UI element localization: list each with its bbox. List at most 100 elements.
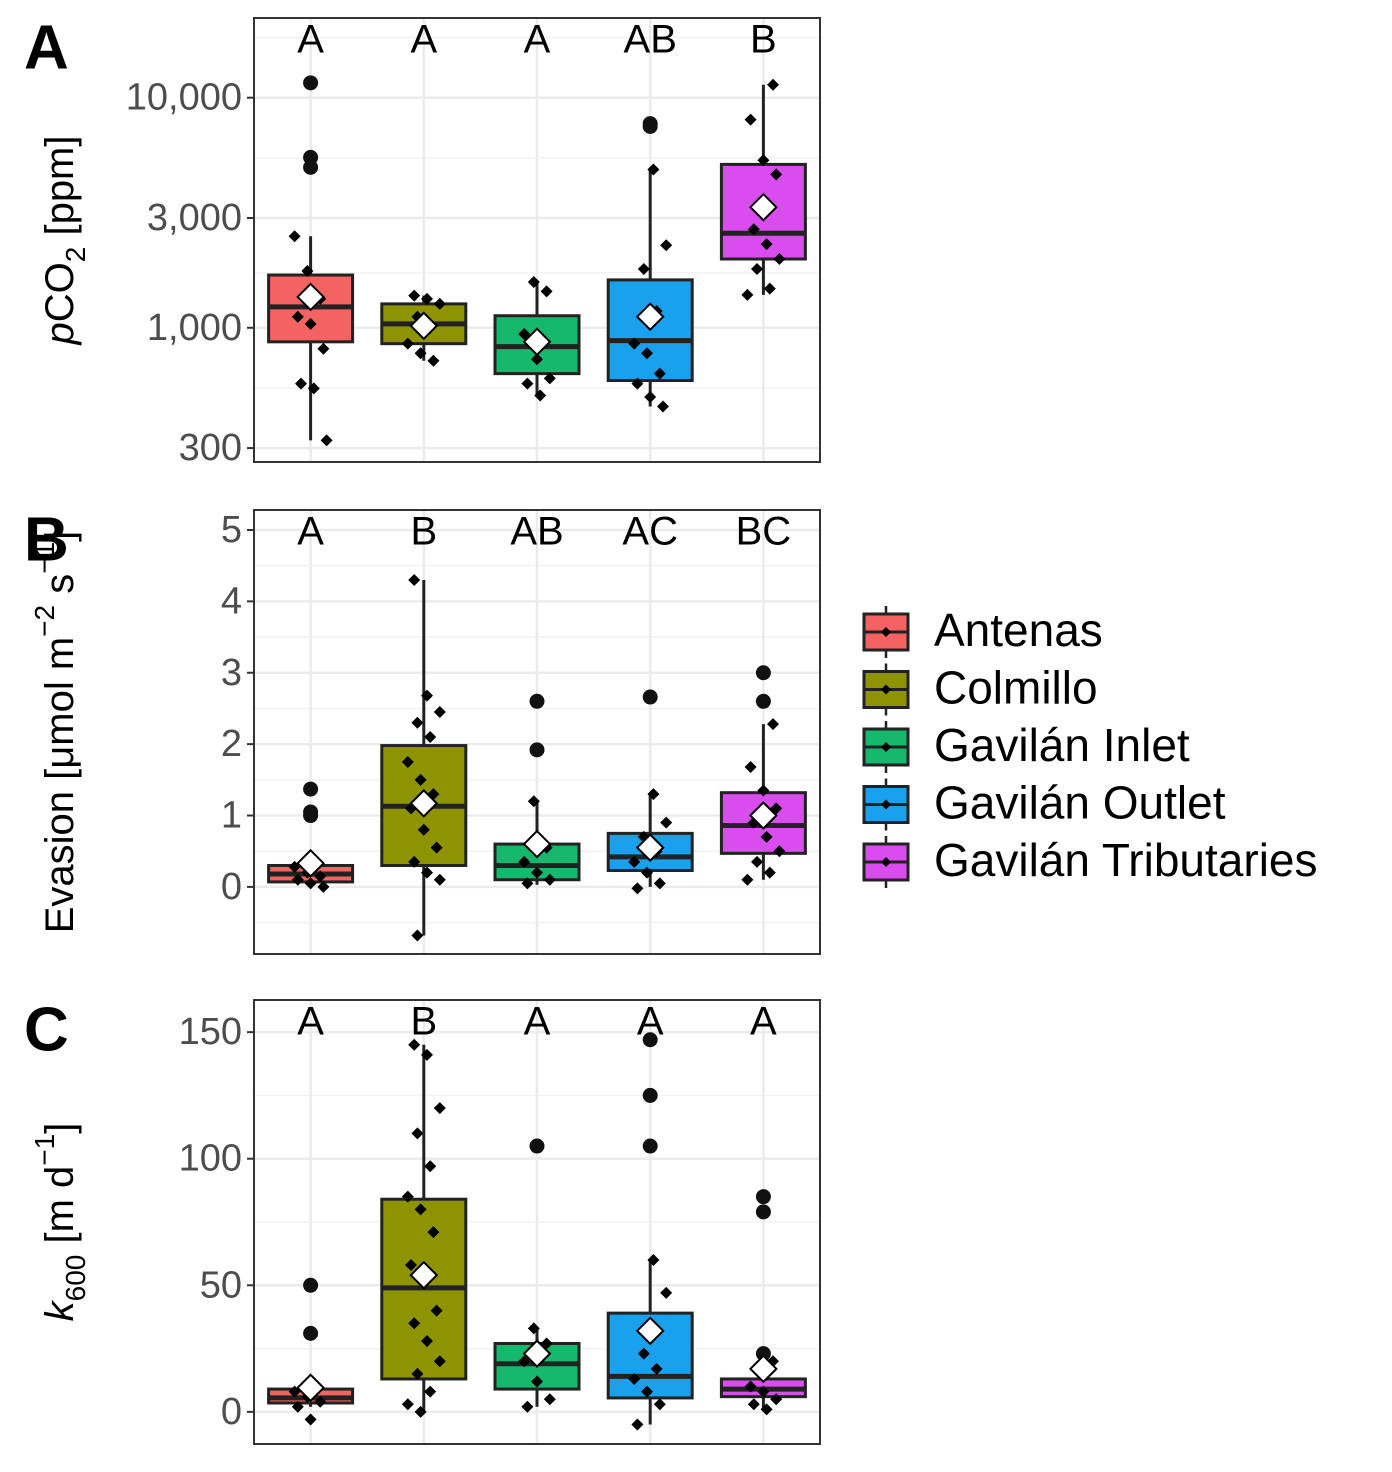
panel-label: A: [24, 13, 69, 82]
data-point: [427, 354, 440, 367]
data-point: [411, 1127, 424, 1140]
mean-marker: [522, 1339, 552, 1369]
data-point: [531, 866, 543, 879]
data-point: [527, 275, 540, 288]
data-point: [304, 317, 317, 330]
y-tick-label: 150: [179, 1011, 242, 1053]
mean-marker: [296, 282, 326, 312]
data-point: [773, 253, 786, 266]
legend-key-point: [881, 799, 891, 810]
group-letter: A: [410, 18, 437, 62]
y-axis-label-part: [ppm]: [38, 136, 82, 247]
data-point: [421, 866, 433, 879]
data-point: [641, 347, 653, 360]
y-tick-label: 4: [221, 580, 242, 622]
mean-marker: [296, 1373, 326, 1403]
legend-key-point: [881, 684, 891, 695]
data-point: [631, 1418, 644, 1431]
y-tick-label: 3,000: [147, 197, 242, 239]
data-point: [657, 400, 669, 413]
y-tick-label: 50: [200, 1264, 242, 1306]
data-point: [653, 367, 666, 380]
data-point: [637, 263, 650, 276]
data-point: [631, 377, 644, 390]
legend-item: Antenas: [862, 604, 1103, 658]
data-point: [631, 882, 644, 895]
group-letter: A: [637, 1000, 664, 1044]
y-axis-label-part: s: [38, 574, 82, 605]
data-point: [760, 1403, 773, 1416]
data-point: [295, 377, 307, 390]
data-point: [757, 784, 770, 797]
legend-key-point: [881, 857, 891, 867]
data-point: [314, 1395, 327, 1408]
data-point: [433, 297, 446, 310]
data-point: [531, 1375, 543, 1388]
mean-marker: [748, 801, 778, 830]
data-point: [291, 873, 304, 886]
data-point: [521, 877, 534, 890]
data-point: [427, 1226, 440, 1239]
data-point: [518, 855, 531, 868]
y-axis-label-part: 600: [60, 1255, 91, 1302]
data-point: [767, 78, 779, 91]
data-point: [411, 716, 424, 729]
data-point: [757, 1385, 770, 1398]
data-point: [304, 877, 317, 890]
data-point: [767, 718, 779, 731]
outlier: [642, 118, 658, 134]
legend-label: Gavilán Inlet: [934, 719, 1190, 771]
data-point: [414, 347, 427, 360]
y-axis-label-part: CO: [38, 262, 82, 322]
outlier: [529, 693, 545, 709]
mean-marker: [635, 302, 665, 332]
data-point: [414, 1203, 427, 1216]
group-letter: A: [750, 1000, 777, 1044]
y-axis-label-part: −2: [29, 605, 60, 637]
group-letter: A: [297, 18, 324, 62]
data-point: [401, 1398, 414, 1411]
legend-item: Gavilán Tributaries: [862, 834, 1318, 888]
data-point: [763, 866, 776, 879]
data-point: [770, 168, 783, 181]
outlier: [642, 1087, 658, 1103]
y-axis-label-part: [m d: [38, 1166, 82, 1255]
plot-border: [253, 999, 821, 1445]
outlier: [303, 781, 319, 797]
legend-key-point: [881, 742, 891, 752]
data-point: [660, 1286, 673, 1299]
group-letter: AC: [622, 510, 678, 554]
mean-marker: [296, 848, 326, 878]
outlier: [642, 1032, 658, 1048]
data-point: [660, 239, 673, 252]
data-point: [534, 389, 547, 402]
data-point: [527, 795, 540, 808]
data-point: [314, 870, 327, 883]
legend-label: Gavilán Outlet: [934, 777, 1226, 829]
data-point: [751, 855, 763, 868]
data-point: [531, 353, 543, 366]
data-point: [744, 1380, 757, 1393]
y-tick-label: 3: [221, 652, 242, 694]
data-point: [421, 1048, 433, 1061]
legend-item: Colmillo: [862, 662, 1098, 716]
data-point: [637, 1347, 650, 1360]
data-point: [763, 282, 776, 295]
outlier: [755, 1189, 771, 1205]
y-tick-label: 100: [179, 1138, 242, 1180]
data-point: [291, 1400, 304, 1413]
group-letter: A: [524, 18, 551, 62]
outlier: [303, 159, 319, 175]
data-point: [424, 1160, 437, 1173]
data-point: [301, 264, 314, 277]
data-point: [660, 816, 673, 829]
data-point: [641, 1385, 653, 1398]
mean-marker: [522, 327, 552, 357]
y-axis-label-part: 2: [60, 247, 91, 263]
data-point: [408, 1038, 421, 1051]
outlier: [303, 1325, 319, 1341]
